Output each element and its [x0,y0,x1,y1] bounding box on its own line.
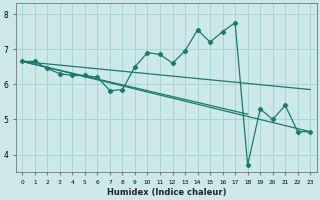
X-axis label: Humidex (Indice chaleur): Humidex (Indice chaleur) [107,188,226,197]
